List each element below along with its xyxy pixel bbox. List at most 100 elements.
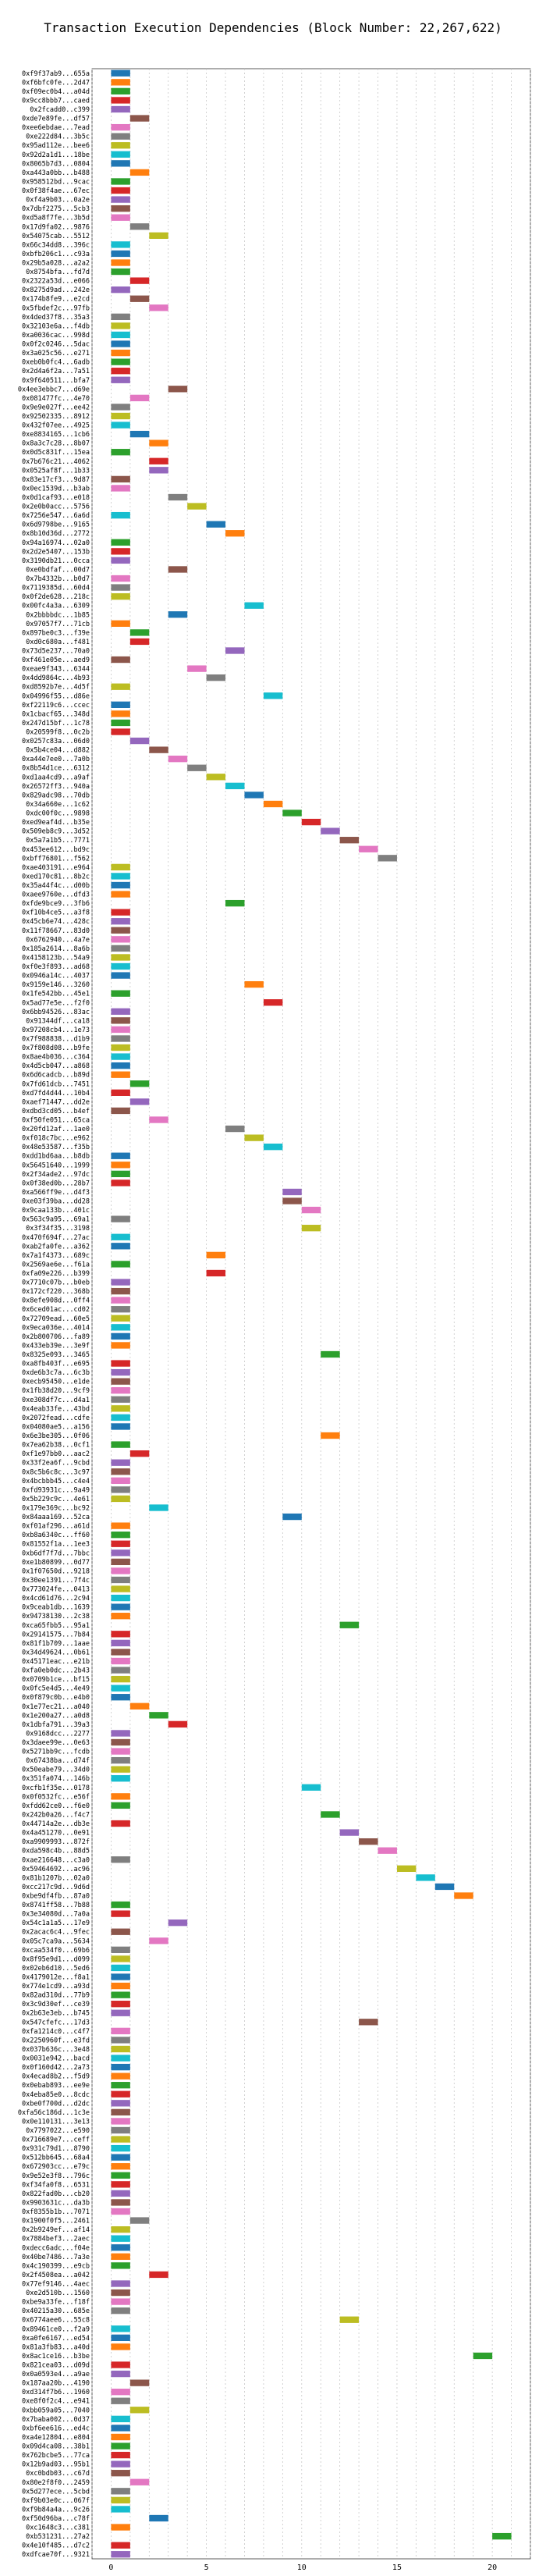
bar xyxy=(129,2407,150,2414)
y-tick-label: 0x0f2de628...218c xyxy=(22,593,90,601)
bar xyxy=(111,449,130,456)
y-tick-label: 0x20fd12af...1ae0 xyxy=(22,1126,90,1133)
bar xyxy=(111,701,130,708)
bar xyxy=(321,827,340,834)
bar xyxy=(129,430,150,438)
y-tick-label: 0x0a0593e4...a9ae xyxy=(22,2371,90,2379)
y-tick-label: 0x0d1caf93...e018 xyxy=(22,494,90,502)
y-tick-label: 0x1cbacf65...348d xyxy=(22,710,90,718)
y-tick-label: 0x40be7486...7a3e xyxy=(22,2254,90,2261)
y-tick-label: 0x84aaa169...52ca xyxy=(22,1514,90,1521)
bar xyxy=(111,485,130,492)
y-tick-label: 0xd0c680a...f481 xyxy=(26,639,90,646)
bar xyxy=(111,250,130,258)
y-tick-label: 0x7baba002...0d37 xyxy=(22,2416,90,2424)
y-tick-label: 0x9903631c...da3b xyxy=(22,2199,90,2207)
bar xyxy=(111,1026,130,1034)
bar xyxy=(129,1080,150,1087)
bar xyxy=(111,1053,130,1060)
y-tick-label: 0x1e200a27...a0d8 xyxy=(22,1712,90,1720)
y-tick-label: 0x89461ce0...f2a9 xyxy=(22,2325,90,2333)
bar xyxy=(111,972,130,979)
bar xyxy=(111,2199,130,2206)
y-tick-label: 0x81552f1a...1ee3 xyxy=(22,1541,90,1549)
y-tick-label: 0x433eb39e...3e9f xyxy=(22,1342,90,1350)
y-tick-label: 0x6762940...4a7e xyxy=(26,936,90,944)
y-tick-label: 0x187aa20b...4190 xyxy=(22,2380,90,2388)
bar xyxy=(111,2090,130,2097)
bar xyxy=(111,1396,130,1403)
bar xyxy=(111,2154,130,2161)
y-tick-label: 0xe2d510b...1560 xyxy=(26,2290,90,2297)
y-tick-label: 0x8754bfa...fd7d xyxy=(26,269,90,276)
y-tick-label: 0x0257c83a...06d0 xyxy=(22,738,90,745)
bar xyxy=(111,1017,130,1024)
bar xyxy=(129,638,150,646)
y-tick-label: 0x8a3c7c28...8b07 xyxy=(22,440,90,448)
bar xyxy=(111,891,130,898)
y-tick-label: 0xf4a9b03...0a2e xyxy=(26,197,90,205)
y-tick-label: 0xb531231...27a2 xyxy=(26,2533,90,2541)
bar xyxy=(111,1324,130,1331)
y-tick-label: 0x4158123b...54a9 xyxy=(22,954,90,962)
y-tick-label: 0xe1b80899...0d77 xyxy=(22,1559,90,1567)
bar xyxy=(149,232,168,239)
y-tick-label: 0xaee9760e...dfd3 xyxy=(22,891,90,899)
bar xyxy=(111,313,130,321)
bar xyxy=(111,719,130,727)
bar xyxy=(263,999,283,1006)
y-tick-label: 0x59464692...ac96 xyxy=(22,1866,90,1873)
bar xyxy=(378,855,397,862)
y-tick-label: 0x0031e942...bacd xyxy=(22,2055,90,2063)
bar xyxy=(244,792,264,799)
y-tick-label: 0x7256e547...6a6d xyxy=(22,512,90,520)
bar xyxy=(111,1594,130,1602)
y-tick-label: 0x4a451270...0e91 xyxy=(22,1830,90,1838)
y-tick-label: 0x29141575...7b84 xyxy=(22,1631,90,1638)
y-tick-label: 0x6774aee6...55c8 xyxy=(22,2317,90,2325)
y-tick-label: 0x0fc5e4d5...4e49 xyxy=(22,1685,90,1693)
bar xyxy=(111,1378,130,1385)
y-tick-label: 0xa8fb403f...e695 xyxy=(22,1361,90,1368)
y-tick-label: 0x0525af8f...1b33 xyxy=(22,467,90,475)
bar xyxy=(111,2009,130,2016)
bar xyxy=(434,1883,455,1891)
bar xyxy=(111,1332,130,1340)
y-tick-label: 0xda598c4b...88d5 xyxy=(22,1848,90,1856)
y-tick-label: 0x56451640...1999 xyxy=(22,1162,90,1169)
bar xyxy=(225,782,245,790)
bar xyxy=(111,79,130,86)
bar xyxy=(225,530,245,537)
bar xyxy=(111,1793,130,1800)
bar xyxy=(225,1125,245,1133)
y-tick-label: 0x4179012e...f8a1 xyxy=(22,1974,90,1982)
bar xyxy=(111,1360,130,1367)
bar xyxy=(111,2415,130,2423)
y-tick-label: 0x7dbf2275...5cb3 xyxy=(22,205,90,213)
y-tick-label: 0x2fcadd0..c399 xyxy=(30,106,90,114)
y-tick-label: 0xf8355b1b...7071 xyxy=(22,2208,90,2216)
bar xyxy=(111,1973,130,1980)
bar xyxy=(111,123,130,131)
bar xyxy=(187,503,207,510)
bar xyxy=(111,557,130,564)
y-tick-label: 0xbf6ee616...ed4c xyxy=(22,2425,90,2432)
y-tick-label: 0xf9f37ab9...655a xyxy=(22,70,90,78)
bar xyxy=(111,2542,130,2549)
bar xyxy=(111,2496,130,2504)
y-tick-label: 0x716689e7...ceff xyxy=(22,2137,90,2144)
y-tick-label: 0x0946a14c...4037 xyxy=(22,973,90,980)
bar xyxy=(111,1639,130,1647)
y-tick-label: 0xa0036cac...998d xyxy=(22,332,90,340)
y-tick-label: 0xe8834165...1cb6 xyxy=(22,431,90,439)
bar xyxy=(129,394,150,402)
bar xyxy=(129,1450,150,1457)
y-tick-label: 0x0f0532fc...e56f xyxy=(22,1793,90,1801)
y-tick-label: 0x6d6cadcb...b89d xyxy=(22,1072,90,1080)
bar xyxy=(378,1847,397,1854)
y-tick-label: 0xf10b4ce5...a3f8 xyxy=(22,909,90,917)
y-tick-label: 0x4eba85e0...8cdc xyxy=(22,2091,90,2099)
bar xyxy=(111,990,130,997)
bar xyxy=(111,1649,130,1656)
y-tick-label: 0xecb95450...e1de xyxy=(22,1379,90,1386)
